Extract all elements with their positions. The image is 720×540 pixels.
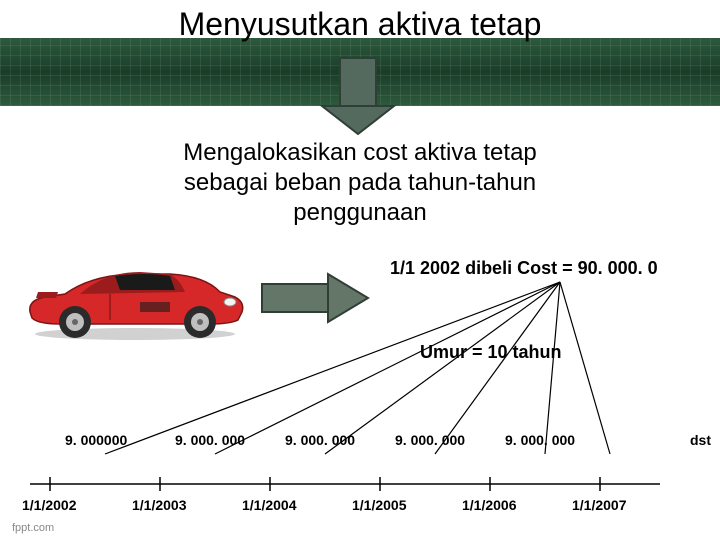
dst-text: dst xyxy=(690,432,711,448)
subtitle-line1: Mengalokasikan cost aktiva tetap xyxy=(183,139,537,166)
page-title: Menyusutkan aktiva tetap xyxy=(0,6,720,43)
subtitle-line2: sebagai beban pada tahun-tahun xyxy=(184,169,536,196)
timeline-amount: 9. 000. 000 xyxy=(285,432,355,448)
timeline-date: 1/1/2004 xyxy=(242,497,297,513)
timeline-date: 1/1/2007 xyxy=(572,497,627,513)
right-arrow-icon xyxy=(262,274,368,322)
subtitle-line3: penggunaan xyxy=(293,199,426,226)
timeline-amount: 9. 000000 xyxy=(65,432,127,448)
timeline-date: 1/1/2003 xyxy=(132,497,187,513)
car-illustration xyxy=(20,252,250,342)
timeline-date: 1/1/2002 xyxy=(22,497,77,513)
subtitle: Mengalokasikan cost aktiva tetap sebagai… xyxy=(0,138,720,228)
umur-text: Umur = 10 tahun xyxy=(420,342,562,363)
timeline-date: 1/1/2006 xyxy=(462,497,517,513)
watermark: fppt.com xyxy=(12,522,54,534)
timeline-amount: 9. 000. 000 xyxy=(395,432,465,448)
cost-text: 1/1 2002 dibeli Cost = 90. 000. 0 xyxy=(390,258,658,279)
header-band xyxy=(0,38,720,106)
timeline-amount: 9. 000. 000 xyxy=(175,432,245,448)
timeline-amount: 9. 000. 000 xyxy=(505,432,575,448)
timeline-date: 1/1/2005 xyxy=(352,497,407,513)
